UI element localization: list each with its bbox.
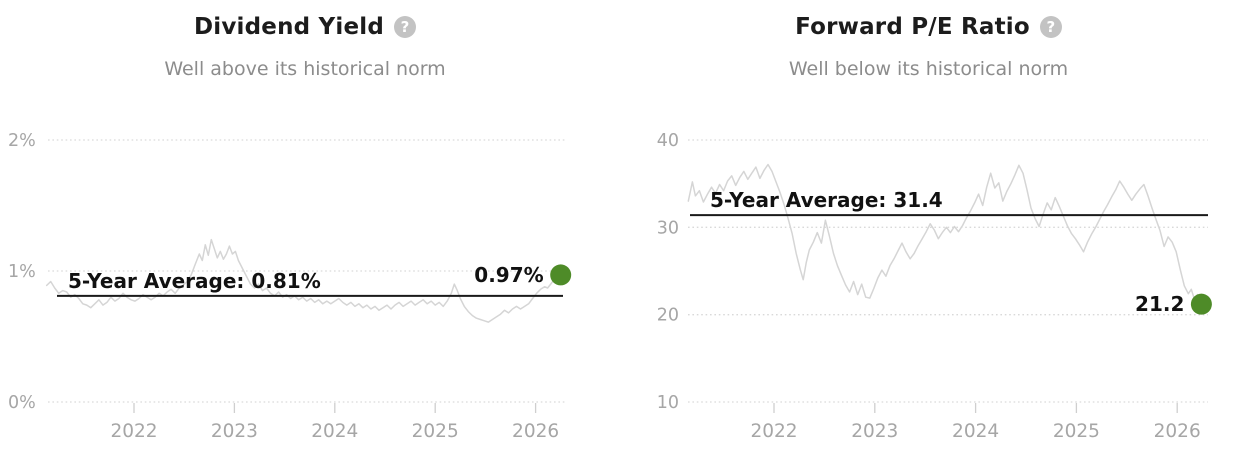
chart-subtitle-forward-pe: Well below its historical norm (788, 58, 1069, 80)
help-icon[interactable]: ? (394, 16, 417, 38)
x-axis-label: 2023 (211, 421, 258, 442)
x-axis-label: 2024 (952, 421, 999, 442)
x-axis-label: 2025 (412, 421, 459, 442)
average-line-label: 5-Year Average: 0.81% (68, 269, 321, 293)
current-point-dot (1190, 293, 1212, 315)
y-axis-label: 40 (657, 131, 679, 151)
forward-pe-panel-header: Forward P/E Ratio ? Well below its histo… (619, 0, 1238, 100)
x-axis-label: 2026 (1154, 421, 1201, 442)
help-icon[interactable]: ? (1039, 16, 1062, 38)
chart-subtitle-dividend-yield: Well above its historical norm (164, 58, 446, 80)
current-value-label: 21.2 (1135, 292, 1184, 316)
average-line-label: 5-Year Average: 31.4 (710, 188, 943, 212)
title-row: Forward P/E Ratio ? (795, 14, 1062, 40)
y-axis-label: 10 (657, 393, 679, 413)
x-axis-label: 2026 (512, 421, 559, 442)
series-line (687, 163, 1203, 305)
x-axis-label: 2023 (851, 421, 898, 442)
y-axis-label: 0% (8, 393, 36, 413)
x-axis-label: 2025 (1053, 421, 1100, 442)
current-point-dot (550, 264, 572, 286)
y-axis-label: 20 (657, 306, 679, 326)
dividend-yield-panel-header: Dividend Yield ? Well above its historic… (0, 0, 610, 100)
y-axis-label: 30 (657, 218, 679, 238)
y-axis-label: 1% (8, 262, 36, 282)
series-line (45, 238, 562, 323)
y-axis-label: 2% (8, 131, 36, 151)
chart-title-dividend-yield: Dividend Yield (193, 14, 385, 40)
current-value-label: 0.97% (474, 263, 543, 287)
title-row: Dividend Yield ? (193, 14, 417, 40)
x-axis-label: 2022 (750, 421, 797, 442)
x-axis-label: 2024 (311, 421, 358, 442)
chart-title-forward-pe: Forward P/E Ratio (795, 14, 1030, 40)
x-axis-label: 2022 (110, 421, 157, 442)
